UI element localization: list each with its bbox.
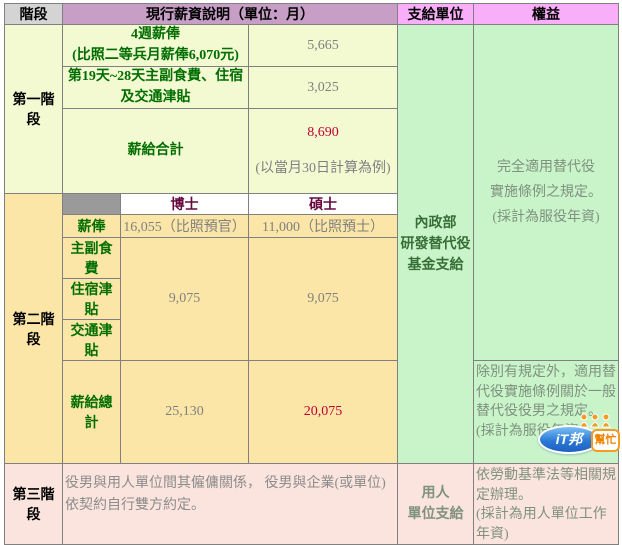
stage3-label-cell: 第三階段: [4, 462, 63, 545]
itbang-badge-label: iT邦: [555, 431, 583, 447]
stage2-total-ms-cell: 20,075: [247, 360, 399, 464]
stage1-row1-value-cell: 5,665: [247, 24, 399, 67]
stage1-row2-value-cell: 3,025: [247, 66, 399, 109]
stage1-row2-desc-cell: 第19天~28天主副食費、住宿 及交通津貼: [62, 66, 249, 109]
stage2-total-row: 薪給總計 25,130 20,075 除別有規定外，適用替代役實施條例關於一般替…: [5, 360, 620, 464]
stage2-salary-label-cell: 薪俸: [62, 214, 121, 238]
header-row: 階段 現行薪資說明（單位：月） 支給單位 權益: [4, 3, 620, 25]
payer-main-cell: 內政部 研發替代役 基金支給: [397, 24, 475, 464]
salary-stages-table: 階段 現行薪資說明（單位：月） 支給單位 權益 第一階段 4週薪俸 (比照二等兵…: [4, 3, 620, 545]
stage1-total-row: 薪給合計 8,690 (以當月30日計算為例): [5, 108, 619, 194]
bangmang-badge: 幫忙: [591, 429, 620, 452]
stage2-total-label-cell: 薪給總計: [62, 360, 121, 464]
stage1-total-value-cell: 8,690 (以當月30日計算為例): [247, 108, 399, 194]
stage3-desc-cell: 役男與用人單位間其僱傭關係， 役男與企業(或單位) 依契約自行雙方約定。: [61, 462, 399, 545]
stage1-row1-desc-cell: 4週薪俸 (比照二等兵月薪俸6,070元): [62, 24, 249, 67]
stage2-total-phd-cell: 25,130: [120, 360, 249, 464]
rights-stage1-cell: 完全適用替代役 實施條例之規定。 (採計為服役年資): [473, 24, 620, 361]
header-stage-cell: 階段: [4, 3, 63, 25]
stage2-food-label-cell: 主副食費: [62, 237, 121, 279]
stage2-lodging-row: 住宿津貼: [5, 278, 619, 320]
stage2-ms-header-cell: 碩士: [247, 193, 399, 215]
stage2-salary-phd-cell: 16,055（比照預官）: [120, 214, 249, 238]
stage2-food-row: 主副食費 9,075 9,075: [5, 237, 619, 361]
stage2-salary-ms-cell: 11,000（比照預士）: [247, 214, 399, 238]
stage3-row: 第三階段 役男與用人單位間其僱傭關係， 役男與企業(或單位) 依契約自行雙方約定…: [4, 462, 620, 545]
stage2-phd-header-cell: 博士: [120, 193, 249, 215]
stage2-label-cell: 第二階段: [4, 193, 63, 464]
stage2-allowance-ms-cell: 9,075: [247, 237, 399, 361]
stage1-total-value: 8,690: [307, 125, 339, 140]
stage1-row-1: 第一階段 4週薪俸 (比照二等兵月薪俸6,070元) 5,665 內政部 研發替…: [4, 24, 620, 464]
stage2-lodging-label-cell: 住宿津貼: [62, 278, 121, 320]
stage2-transport-row: 交通津貼: [5, 319, 619, 361]
stage2-salary-row: 薪俸 16,055（比照預官） 11,000（比照預士）: [5, 214, 619, 238]
rights-stage3-cell: 依勞動基準法等相關規定辦理。 (採計為用人單位工作年資): [473, 462, 620, 545]
header-rights-cell: 權益: [473, 3, 620, 25]
header-payer-cell: 支給單位: [397, 3, 475, 25]
stage1-row-2: 第19天~28天主副食費、住宿 及交通津貼 3,025: [5, 66, 619, 109]
header-salary-cell: 現行薪資說明（單位：月）: [61, 3, 399, 25]
stage2-corner-cell: [62, 193, 121, 215]
stage2-header-row: 第二階段 博士 碩士: [4, 193, 619, 464]
stage1-total-label-cell: 薪給合計: [62, 108, 249, 194]
ithelp-logo: iT邦 幫忙: [538, 413, 620, 454]
itbang-badge: iT邦: [538, 425, 600, 454]
stage1-total-note: (以當月30日計算為例): [255, 161, 391, 176]
stage1-label-cell: 第一階段: [4, 24, 63, 194]
stage2-transport-label-cell: 交通津貼: [62, 319, 121, 361]
stage2-allowance-phd-cell: 9,075: [120, 237, 249, 361]
stage3-payer-cell: 用人 單位支給: [397, 462, 475, 545]
